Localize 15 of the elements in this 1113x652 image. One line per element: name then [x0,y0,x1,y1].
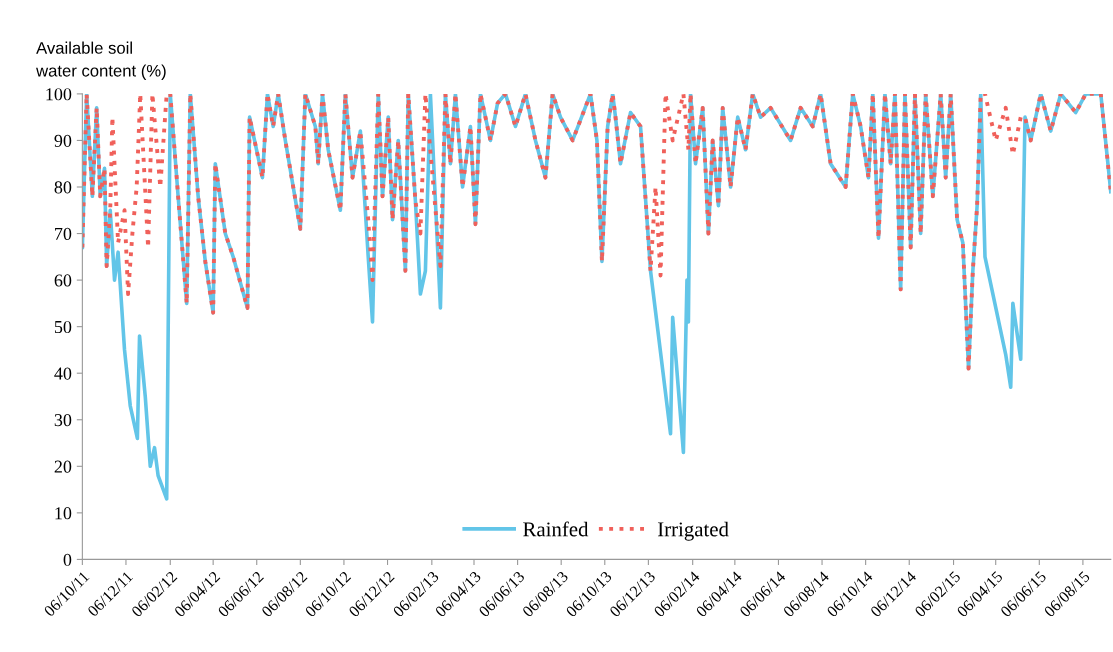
y-tick-label: 20 [54,460,72,473]
y-tick-label: 50 [54,320,72,334]
legend-label: Rainfed [523,521,589,537]
line-series [82,93,1111,371]
y-tick-label: 60 [54,274,72,287]
y-tick-label: 0 [63,553,72,566]
y-tick-label: 90 [54,134,72,147]
y-tick-label: 10 [55,507,72,520]
y-tick-label: 70 [55,227,72,240]
y-tick-label: 80 [54,181,72,194]
y-tick-label: 100 [46,88,72,101]
legend-label: Irrigated [657,521,729,541]
y-tick-label: 40 [54,367,72,380]
y-axis-title: Available soil water content (%) [36,41,166,80]
y-tick-label: 30 [54,414,72,427]
